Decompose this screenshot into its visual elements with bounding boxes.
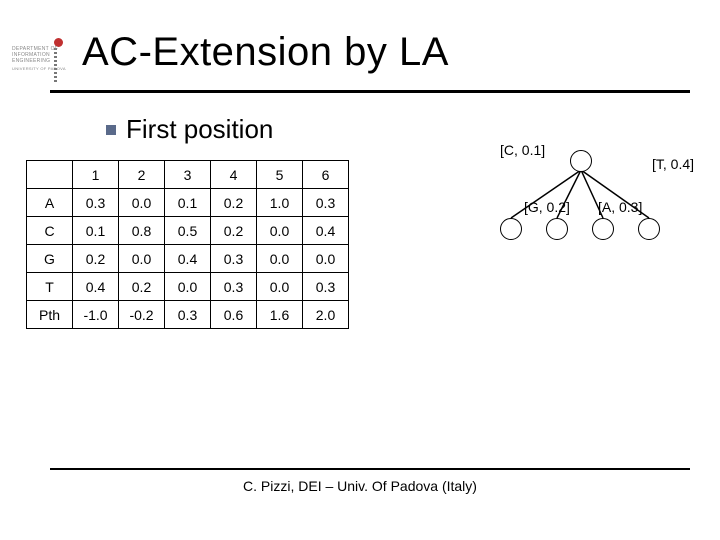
subtitle-row: First position xyxy=(106,114,273,145)
cell: 0.0 xyxy=(257,217,303,245)
row-header: A xyxy=(27,189,73,217)
cell: 1.6 xyxy=(257,301,303,329)
table-row: G 0.2 0.0 0.4 0.3 0.0 0.0 xyxy=(27,245,349,273)
logo-sub: UNIVERSITY OF PADOVA xyxy=(12,66,66,72)
cell: 0.2 xyxy=(211,217,257,245)
footer-text: C. Pizzi, DEI – Univ. Of Padova (Italy) xyxy=(0,478,720,494)
title-rule xyxy=(50,90,690,93)
data-table-wrap: 1 2 3 4 5 6 A 0.3 0.0 0.1 0.2 1.0 0.3 C … xyxy=(26,160,349,329)
table-row: C 0.1 0.8 0.5 0.2 0.0 0.4 xyxy=(27,217,349,245)
tree-child-node xyxy=(592,218,614,240)
table-header-row: 1 2 3 4 5 6 xyxy=(27,161,349,189)
col-header: 1 xyxy=(73,161,119,189)
col-header: 4 xyxy=(211,161,257,189)
cell: 0.4 xyxy=(303,217,349,245)
institution-logo: DEPARTMENT OF INFORMATION ENGINEERING UN… xyxy=(12,38,70,80)
cell: 0.5 xyxy=(165,217,211,245)
cell: 0.3 xyxy=(303,189,349,217)
cell: 0.1 xyxy=(73,217,119,245)
tree-root-node xyxy=(570,150,592,172)
logo-line3: ENGINEERING xyxy=(12,58,66,64)
cell: 0.8 xyxy=(119,217,165,245)
tree-child-label: [G, 0.2] xyxy=(524,199,570,215)
col-header: 2 xyxy=(119,161,165,189)
col-header: 3 xyxy=(165,161,211,189)
footer-rule xyxy=(50,468,690,470)
cell: 0.6 xyxy=(211,301,257,329)
tree-root-label: [C, 0.1] xyxy=(500,142,545,158)
cell: 0.3 xyxy=(211,273,257,301)
cell: 2.0 xyxy=(303,301,349,329)
cell: 0.4 xyxy=(73,273,119,301)
row-header: Pth xyxy=(27,301,73,329)
cell: 1.0 xyxy=(257,189,303,217)
logo-text: DEPARTMENT OF INFORMATION ENGINEERING UN… xyxy=(12,46,66,72)
row-header: G xyxy=(27,245,73,273)
table-row: A 0.3 0.0 0.1 0.2 1.0 0.3 xyxy=(27,189,349,217)
cell: 0.0 xyxy=(165,273,211,301)
cell: 0.2 xyxy=(73,245,119,273)
tree-child-label: [A, 0.3] xyxy=(598,199,642,215)
col-header: 6 xyxy=(303,161,349,189)
row-header: T xyxy=(27,273,73,301)
cell: 0.3 xyxy=(211,245,257,273)
bullet-icon xyxy=(106,125,116,135)
cell: 0.0 xyxy=(257,273,303,301)
cell: 0.4 xyxy=(165,245,211,273)
cell: 0.0 xyxy=(119,245,165,273)
cell: 0.3 xyxy=(73,189,119,217)
data-table: 1 2 3 4 5 6 A 0.3 0.0 0.1 0.2 1.0 0.3 C … xyxy=(26,160,349,329)
subtitle-text: First position xyxy=(126,114,273,145)
table-row: Pth -1.0 -0.2 0.3 0.6 1.6 2.0 xyxy=(27,301,349,329)
tree-child-node xyxy=(638,218,660,240)
tree-child-label: [T, 0.4] xyxy=(652,156,694,172)
cell: 0.0 xyxy=(257,245,303,273)
table-row: T 0.4 0.2 0.0 0.3 0.0 0.3 xyxy=(27,273,349,301)
cell: 0.3 xyxy=(303,273,349,301)
tree-diagram: [C, 0.1] [G, 0.2] [A, 0.3] [T, 0.4] xyxy=(470,140,700,290)
cell: 0.0 xyxy=(119,189,165,217)
tree-child-node xyxy=(500,218,522,240)
cell: 0.2 xyxy=(211,189,257,217)
slide-title: AC-Extension by LA xyxy=(82,30,449,75)
cell: -0.2 xyxy=(119,301,165,329)
cell: -1.0 xyxy=(73,301,119,329)
cell: 0.3 xyxy=(165,301,211,329)
row-header: C xyxy=(27,217,73,245)
tree-child-node xyxy=(546,218,568,240)
table-corner xyxy=(27,161,73,189)
cell: 0.2 xyxy=(119,273,165,301)
cell: 0.0 xyxy=(303,245,349,273)
col-header: 5 xyxy=(257,161,303,189)
cell: 0.1 xyxy=(165,189,211,217)
